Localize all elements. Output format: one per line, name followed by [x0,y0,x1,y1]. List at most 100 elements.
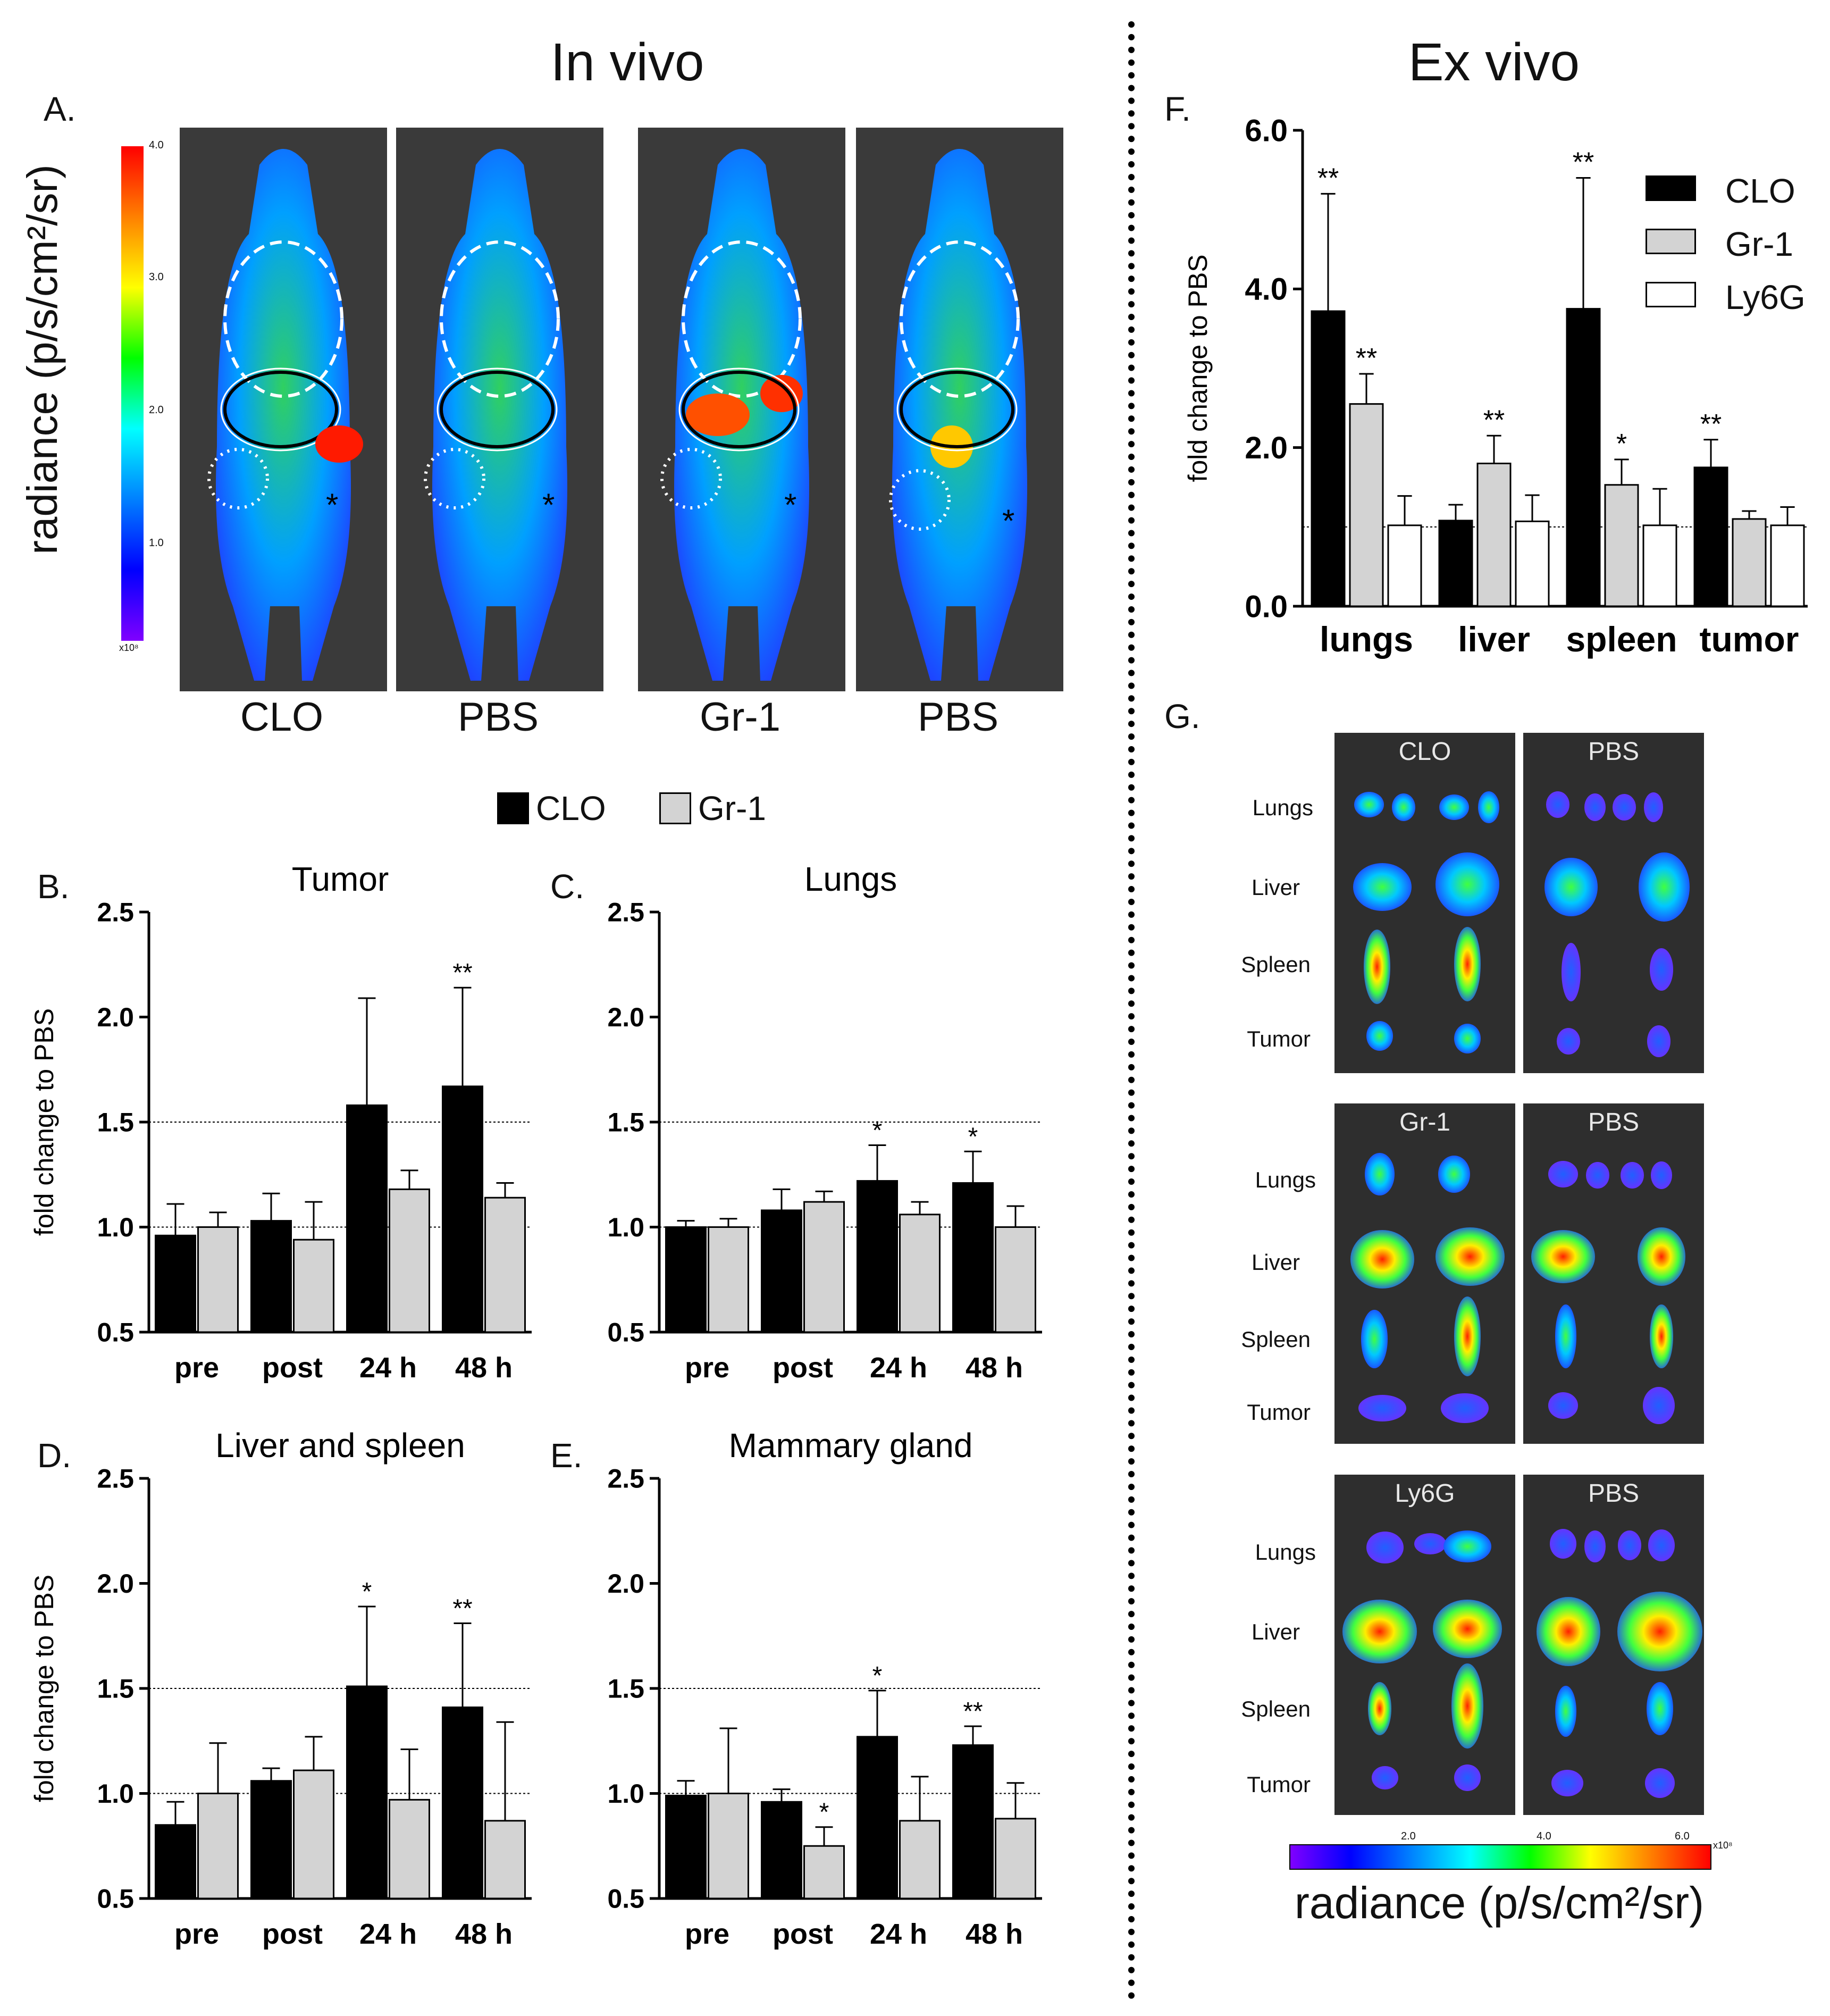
f-legend-label-gr1: Gr-1 [1725,225,1793,263]
bar [250,1220,292,1333]
panel-letter-a: A. [44,90,76,128]
organ-panel-title: Gr-1 [1399,1108,1450,1136]
x-tick-label: spleen [1566,620,1677,659]
x-tick-label: pre [685,1918,729,1950]
bar [1693,466,1728,607]
bar [250,1780,292,1900]
organ-panel-title: PBS [1588,738,1640,766]
f-legend-swatch-clo [1646,175,1696,201]
chart-lungs: Lungs 0.5 1.0 1.5 2.0 2.5 pre post * 24 h * 48 h [607,860,1042,1384]
x-tick-label: pre [174,1918,219,1950]
panel-a-colorbar-tick-1: 1.0 [149,537,164,549]
vertical-divider [1128,21,1135,2000]
bar [665,1226,707,1333]
chart-title: Liver and spleen [215,1426,465,1465]
x-tick-label: post [262,1918,323,1950]
significance-marker: * [872,1662,883,1690]
chart-title: Mammary gland [729,1426,973,1465]
bar [708,1793,749,1900]
y-tick-label: 0.5 [607,1884,644,1914]
x-tick-label: post [262,1352,323,1384]
header-ex-vivo: Ex vivo [1408,32,1580,92]
panel-a-colorbar-unit: x10⁸ [119,642,139,653]
panel-g-colorbar-unit: x10⁸ [1713,1840,1733,1851]
x-tick-label: 24 h [359,1918,417,1950]
x-tick-label: 24 h [870,1918,927,1950]
chart-tumor: Tumor fold change to PBS 0.5 1.0 1.5 2.0 2.5 pr… [29,860,532,1384]
panel-letter-e: E. [550,1436,583,1475]
y-tick-label: 2.5 [607,898,644,927]
significance-marker: * [1616,429,1627,459]
header-in-vivo: In vivo [550,32,704,92]
y-tick-label: 2.0 [97,1569,134,1599]
y-tick-label: 1.0 [97,1212,134,1242]
panel-letter-b: B. [37,867,70,906]
bar [484,1197,526,1333]
x-tick-label: pre [685,1352,729,1384]
bar [952,1182,994,1333]
panel-g-colorbar-label: radiance (p/s/cm²/sr) [1294,1878,1705,1928]
bar [899,1214,941,1333]
chart-title: Lungs [804,860,897,898]
organ-label-tumor: Tumor [1247,1772,1311,1797]
y-tick-label: 1.0 [607,1779,644,1809]
bar [293,1239,334,1333]
panel-a-colorbar-tick-3: 3.0 [149,271,164,283]
significance-marker: * [362,1578,372,1606]
bar [346,1104,388,1333]
x-tick-label: 48 h [455,1352,513,1384]
y-tick-label: 0.5 [97,1884,134,1914]
bar [293,1769,334,1900]
organ-label-lungs: Lungs [1255,1540,1316,1565]
significance-marker: ** [452,959,472,987]
bar [155,1824,196,1900]
bar [803,1845,845,1900]
mouse-image-gr1: * [638,128,845,691]
organ-label-liver: Liver [1251,1250,1300,1275]
bar [389,1188,430,1333]
f-legend-label-clo: CLO [1725,172,1795,210]
panel-g-colorbar-tick-6: 6.0 [1675,1830,1690,1842]
mouse-label-clo: CLO [240,695,324,740]
panel-g-colorbar-tick-4: 4.0 [1537,1830,1551,1842]
y-tick-label: 2.0 [1245,431,1288,465]
x-tick-label: tumor [1700,620,1799,659]
mouse-label-pbs-1: PBS [457,695,539,740]
bar [952,1744,994,1900]
organ-label-lungs: Lungs [1255,1167,1316,1192]
organ-label-liver: Liver [1251,1619,1300,1644]
bar [1770,524,1805,607]
y-tick-label: 2.5 [607,1464,644,1494]
x-tick-label: post [773,1918,833,1950]
organ-panel-title: PBS [1588,1479,1640,1508]
y-axis-label: fold change to PBS [1183,254,1213,482]
panel-letter-d: D. [37,1436,71,1475]
bar [155,1234,196,1333]
organ-panel-title: Ly6G [1395,1479,1455,1508]
panel-letter-f: F. [1164,90,1191,128]
bar [389,1798,430,1900]
bar [995,1226,1036,1333]
legend-swatch-clo [497,792,529,824]
organ-label-tumor: Tumor [1247,1400,1311,1425]
bar [484,1820,526,1900]
bar [1642,524,1677,607]
panel-g-colorbar [1289,1844,1711,1870]
f-legend-swatch-ly6g [1646,282,1696,307]
significance-marker: ** [1317,163,1339,194]
significance-marker: ** [452,1595,472,1623]
f-legend-swatch-gr1 [1646,229,1696,254]
y-tick-label: 2.0 [607,1002,644,1032]
significance-marker: ** [1356,343,1377,374]
bar [1476,463,1512,607]
bar [1349,403,1384,607]
bar [708,1226,749,1333]
y-tick-label: 2.5 [97,1464,134,1494]
significance-marker: * [872,1116,883,1144]
panel-a-colorbar-label: radiance (p/s/cm²/sr) [19,164,66,555]
y-tick-label: 4.0 [1245,272,1288,307]
y-tick-label: 1.5 [97,1674,134,1704]
significance-marker: ** [1700,409,1722,440]
bar [995,1818,1036,1900]
x-tick-label: 24 h [870,1352,927,1384]
